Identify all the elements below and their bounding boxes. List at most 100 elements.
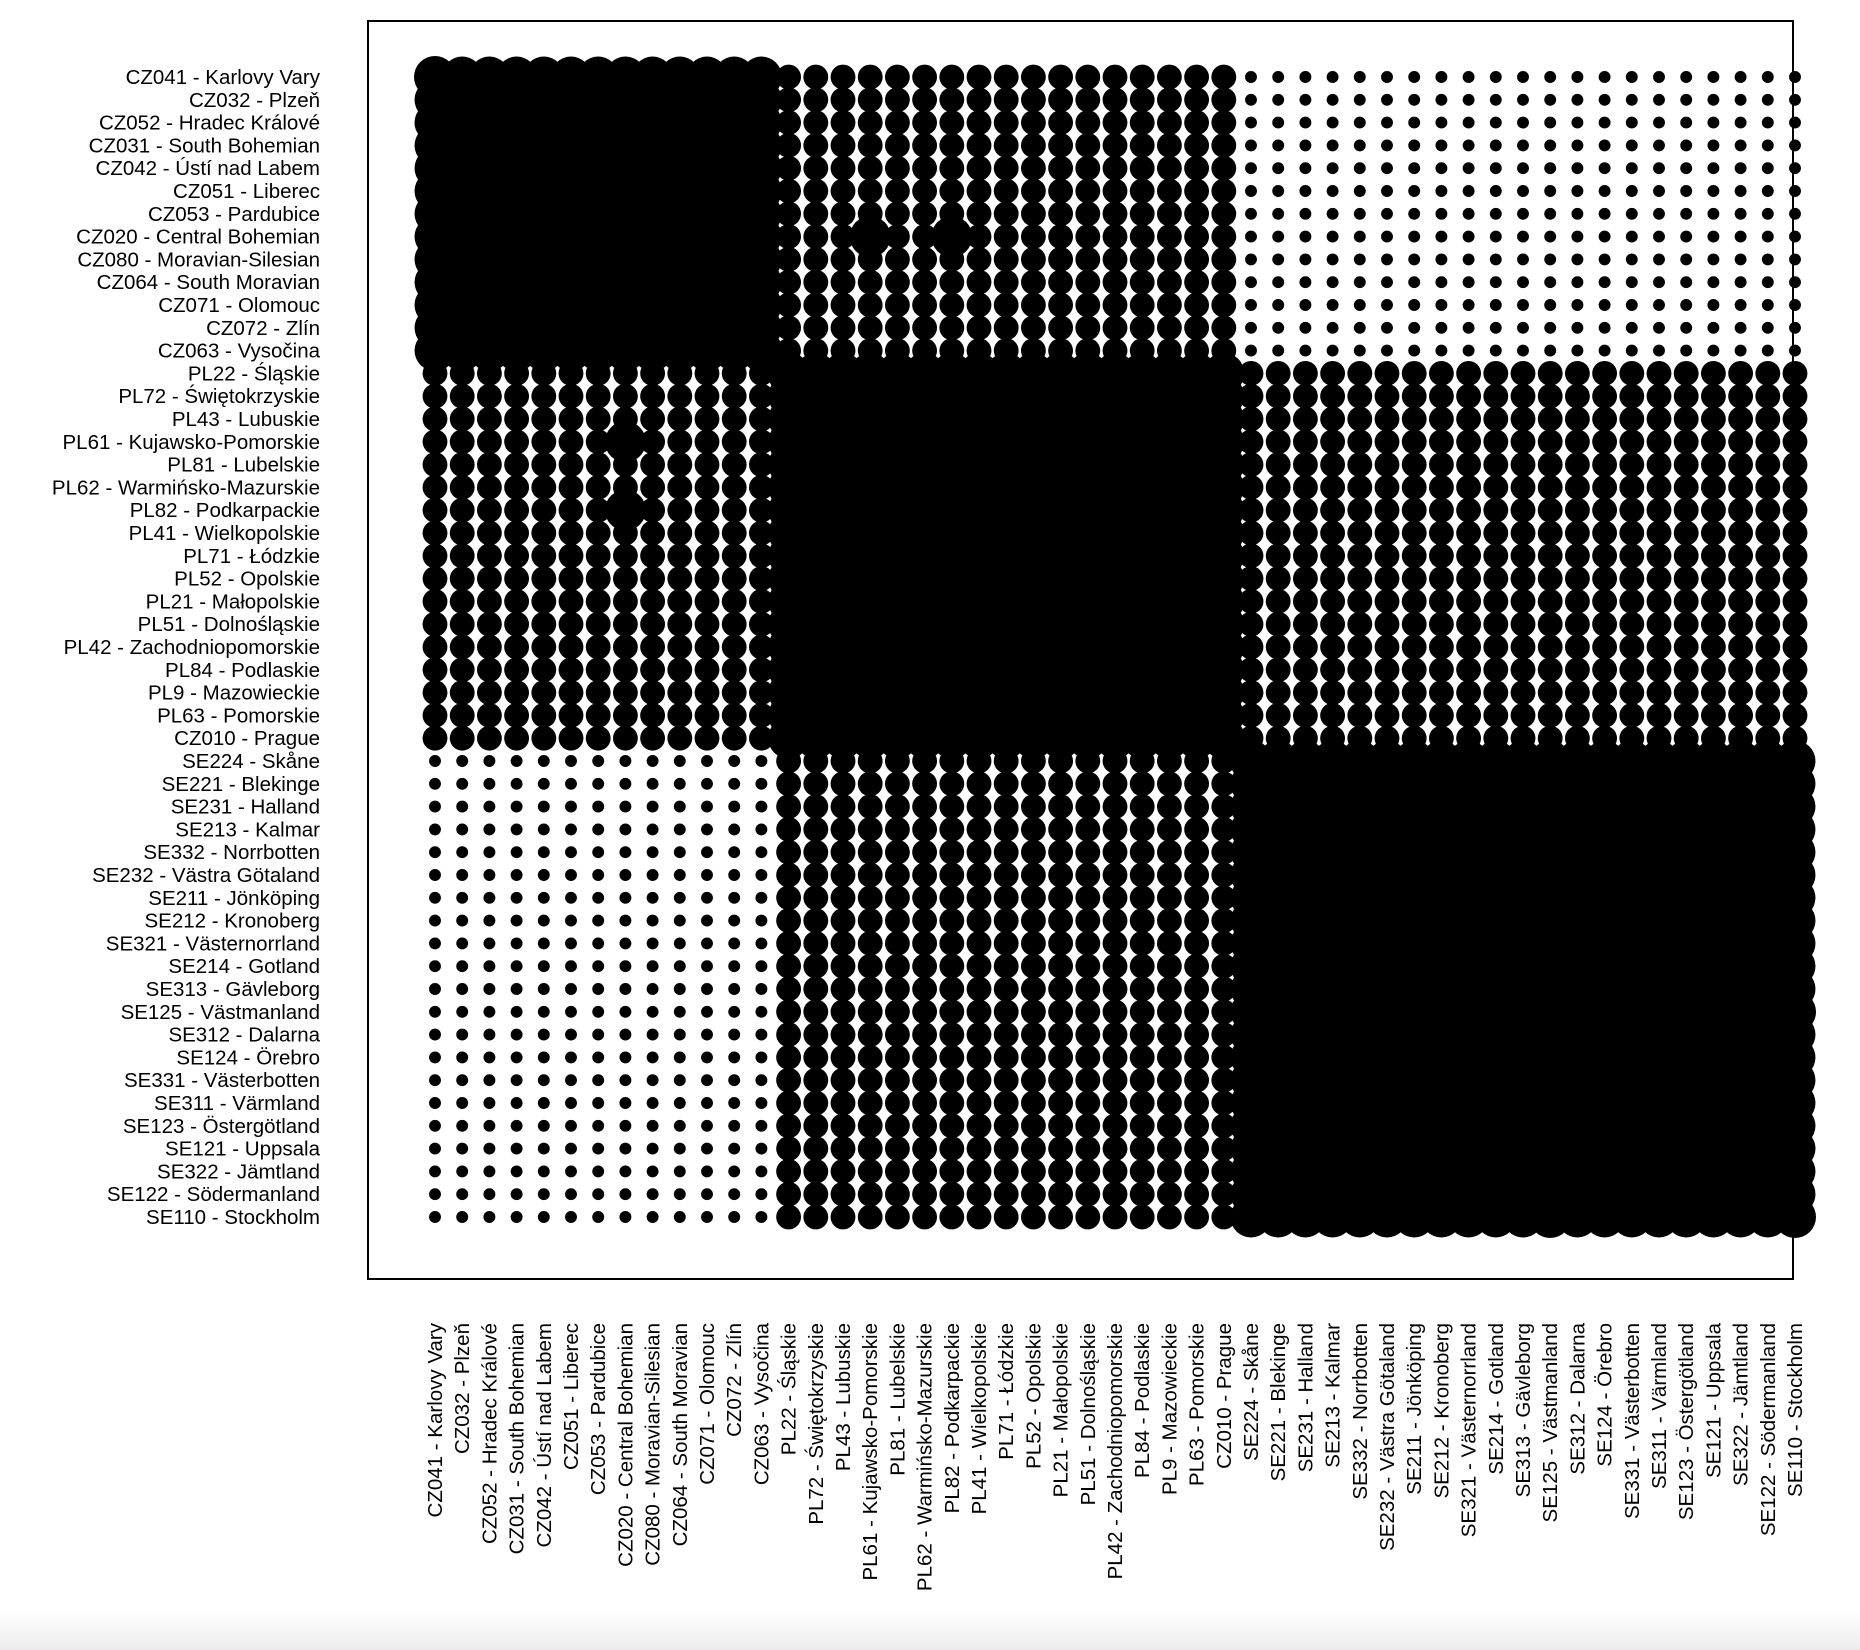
cell-3-37: [1435, 139, 1448, 152]
cell-21-30: [1238, 543, 1264, 569]
column-label: CZ072 - Zlín: [723, 1323, 746, 1437]
cell-0-39: [1489, 71, 1502, 83]
cell-44-19: [939, 1067, 965, 1093]
cell-4-14: [803, 155, 829, 181]
cell-41-15: [830, 999, 856, 1025]
cell-23-10: [694, 588, 720, 614]
cell-15-37: [1428, 406, 1454, 432]
cell-6-17: [884, 201, 910, 227]
cell-18-50: [1782, 474, 1808, 500]
cell-3-28: [1184, 132, 1210, 158]
column-label: SE121 - Uppsala: [1702, 1322, 1725, 1478]
cell-46-17: [884, 1113, 910, 1139]
cell-34-18: [912, 839, 938, 865]
cell-50-7: [619, 1211, 632, 1223]
cell-22-1: [449, 566, 475, 592]
cell-33-18: [912, 816, 938, 842]
cell-22-12: [748, 566, 774, 592]
cell-2-19: [939, 110, 965, 136]
cell-43-6: [592, 1051, 605, 1064]
cell-31-17: [884, 771, 910, 797]
cell-30-6: [592, 755, 605, 767]
cell-39-29: [1211, 953, 1237, 979]
cell-50-12: [755, 1211, 768, 1223]
cell-2-39: [1489, 116, 1502, 129]
cell-17-11: [721, 452, 747, 478]
cell-47-7: [619, 1142, 632, 1155]
cell-6-23: [1048, 201, 1074, 227]
cell-29-3: [504, 725, 530, 751]
cell-43-28: [1184, 1044, 1210, 1070]
cell-32-7: [619, 800, 632, 813]
cell-18-34: [1347, 474, 1373, 500]
cell-9-35: [1381, 276, 1393, 289]
cell-7-45: [1653, 230, 1665, 243]
cell-3-15: [830, 132, 856, 158]
cell-37-7: [619, 914, 632, 927]
cell-50-0: [429, 1211, 441, 1223]
cell-4-30: [1245, 162, 1257, 175]
cell-17-10: [694, 452, 720, 478]
cell-28-44: [1619, 702, 1645, 728]
cell-34-27: [1156, 839, 1182, 865]
cell-26-12: [748, 657, 774, 683]
cell-34-10: [701, 846, 713, 859]
cell-20-38: [1456, 520, 1482, 546]
cell-49-17: [884, 1181, 910, 1207]
cell-46-0: [429, 1119, 441, 1132]
cell-35-14: [803, 862, 829, 888]
cell-40-9: [673, 983, 686, 995]
cell-42-3: [510, 1028, 523, 1041]
cell-20-46: [1673, 520, 1699, 546]
cell-1-27: [1156, 87, 1182, 113]
cell-16-43: [1592, 429, 1618, 455]
cell-26-2: [476, 657, 502, 683]
cell-33-21: [993, 816, 1019, 842]
cell-5-35: [1381, 185, 1393, 197]
cell-33-17: [884, 816, 910, 842]
cell-28-12: [748, 702, 774, 728]
cell-28-39: [1483, 702, 1509, 728]
cell-37-15: [830, 908, 856, 934]
cell-27-46: [1673, 680, 1699, 706]
cell-39-12: [755, 960, 768, 973]
cell-23-38: [1456, 588, 1482, 614]
cell-42-26: [1129, 1022, 1155, 1048]
cell-43-7: [619, 1051, 632, 1064]
cell-6-27: [1156, 201, 1182, 227]
cell-0-42: [1571, 71, 1584, 83]
cell-43-9: [673, 1051, 686, 1064]
cell-30-29: [1211, 748, 1237, 774]
row-label: SE124 - Örebro: [176, 1046, 320, 1069]
cell-9-48: [1734, 276, 1747, 289]
cell-5-14: [803, 178, 829, 204]
cell-33-15: [830, 816, 856, 842]
cell-48-13: [776, 1158, 802, 1184]
cell-0-15: [830, 64, 856, 90]
cell-33-2: [483, 823, 496, 836]
cell-19-5: [558, 497, 584, 523]
cell-47-5: [565, 1142, 577, 1155]
cell-32-5: [565, 800, 577, 813]
cell-3-46: [1680, 139, 1693, 152]
cell-41-20: [966, 999, 992, 1025]
column-label: CZ080 - Moravian-Silesian: [642, 1323, 665, 1566]
cell-10-21: [993, 292, 1019, 318]
cell-10-23: [1048, 292, 1074, 318]
cell-30-13: [776, 748, 802, 774]
cell-23-11: [721, 588, 747, 614]
cell-11-23: [1048, 315, 1074, 341]
cell-14-38: [1456, 383, 1482, 409]
cell-12-46: [1680, 344, 1693, 357]
cell-31-4: [537, 777, 550, 790]
cell-7-34: [1353, 230, 1366, 243]
cell-23-44: [1619, 588, 1645, 614]
cell-43-15: [830, 1044, 856, 1070]
column-label: PL42 - Zachodniopomorskie: [1104, 1323, 1127, 1579]
cell-38-2: [483, 937, 496, 950]
cell-4-28: [1184, 155, 1210, 181]
cell-19-36: [1401, 497, 1427, 523]
cell-23-49: [1755, 588, 1781, 614]
cell-26-39: [1483, 657, 1509, 683]
